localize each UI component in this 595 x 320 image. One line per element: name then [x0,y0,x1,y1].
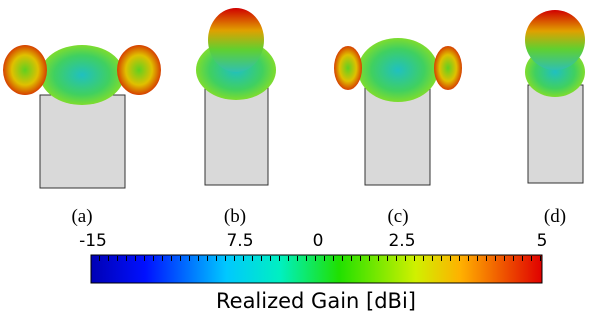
colorbar-tick-label: 5 [537,231,548,251]
colorbar-tick-label: -15 [79,231,107,251]
panel-label: (a) [71,206,92,227]
panel-label: (b) [224,206,246,227]
colorbar-title: Realized Gain [dBi] [216,289,416,313]
colorbar-tick-label: 7.5 [226,231,253,251]
panel-label: (c) [387,206,408,227]
panel-b [196,8,276,186]
panel-a [3,45,161,189]
colorbar-tick-label: 0 [313,231,324,251]
panel-d [525,10,585,184]
panel-label: (d) [544,206,566,227]
panel-c [334,38,462,186]
colorbar [90,254,543,284]
colorbar-tick-label: 2.5 [388,231,415,251]
